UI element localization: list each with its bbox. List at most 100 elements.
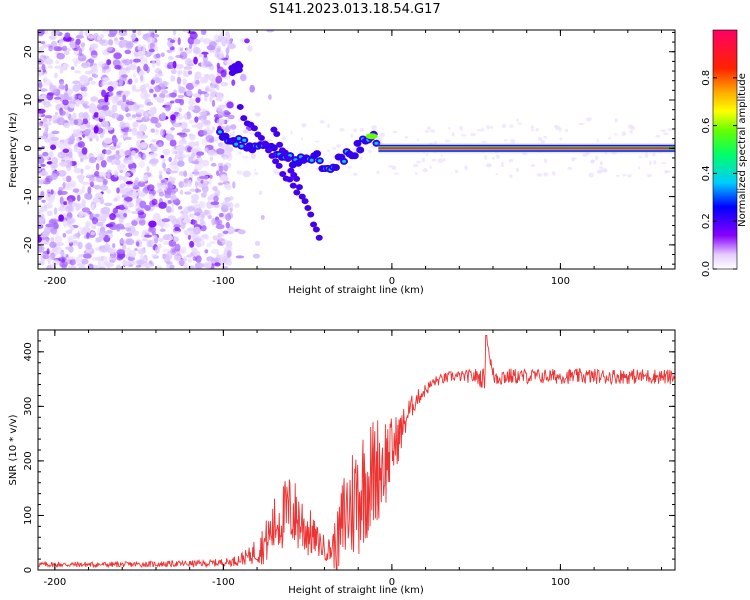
spectrogram-noise-blob: [124, 196, 133, 202]
spectrogram-noise-blob: [68, 151, 73, 158]
spectrogram-noise-blob: [216, 234, 222, 240]
spectrogram-noise-blob: [223, 164, 229, 172]
spectrogram-noise-blob: [38, 211, 41, 215]
spectrogram-noise-blob: [64, 160, 71, 168]
spectrogram-noise-blob: [53, 96, 61, 100]
spectrogram-noise-blob: [97, 153, 105, 161]
spectrogram-noise-blob: [161, 218, 170, 223]
spectrogram-noise-blob: [159, 92, 166, 99]
spectrogram-noise-blob: [134, 230, 139, 236]
spectrogram-noise-blob: [225, 213, 232, 221]
spectrogram-noise-blob: [193, 38, 201, 45]
spectrogram-noise-blob: [153, 34, 160, 38]
spectrogram-noise-blob: [376, 136, 382, 140]
spectrogram-noise-blob: [153, 93, 157, 98]
spectrogram-noise-blob: [70, 118, 74, 122]
spectrogram-noise-blob: [125, 238, 135, 246]
spectrogram-noise-blob: [147, 86, 155, 90]
spectrogram-noise-blob: [638, 156, 643, 159]
spectrogram-ridge-blob: [218, 130, 222, 134]
spectrogram-noise-blob: [132, 121, 139, 128]
spectrogram-noise-blob: [461, 134, 467, 137]
spectrogram-noise-blob: [58, 40, 63, 47]
spectrogram-y-axis-label: Frequency (Hz): [8, 112, 19, 188]
spectrogram-noise-blob: [199, 218, 205, 227]
spectrogram-noise-blob: [503, 139, 508, 142]
spectrogram-noise-blob: [567, 166, 573, 170]
spectrogram-noise-blob: [43, 129, 48, 134]
spectrogram-noise-blob: [163, 168, 168, 172]
spectrogram-noise-blob: [124, 49, 132, 55]
spectrogram-noise-blob: [196, 151, 205, 156]
spectrogram-noise-blob: [156, 183, 161, 188]
spectrogram-noise-blob: [48, 117, 52, 122]
snr-y-tick-label: 200: [23, 451, 34, 470]
spectrogram-noise-blob: [119, 183, 126, 188]
spectrogram-noise-blob: [54, 65, 63, 69]
spectrogram-noise-blob: [416, 160, 422, 164]
spectrogram-noise-blob: [188, 105, 195, 111]
spectrogram-noise-blob: [163, 253, 170, 259]
spectrogram-noise-blob: [543, 158, 548, 164]
spectrogram-noise-blob: [71, 183, 75, 188]
spectrogram-noise-blob: [510, 139, 516, 144]
spectrogram-noise-blob: [67, 237, 73, 244]
spectrogram-noise-blob: [116, 210, 124, 215]
spectrogram-noise-blob: [350, 133, 354, 138]
snr-y-tick-label: 300: [23, 397, 34, 416]
spectrogram-noise-blob: [83, 105, 90, 109]
spectrogram-noise-blob: [603, 168, 608, 173]
spectrogram-noise-blob: [90, 66, 98, 73]
spectrogram-noise-blob: [176, 144, 185, 152]
spectrogram-noise-blob: [459, 125, 464, 131]
spectrogram-noise-blob: [117, 175, 124, 181]
spectrogram-noise-blob: [359, 127, 365, 132]
spectrogram-noise-blob: [46, 92, 54, 101]
spectrogram-noise-blob: [139, 84, 147, 92]
spectrogram-noise-blob: [176, 217, 183, 225]
spectrogram-noise-blob: [55, 60, 60, 65]
spectrogram-ridge-blob: [331, 164, 340, 172]
spectrogram-noise-blob: [198, 53, 203, 58]
spectrogram-noise-blob: [47, 65, 53, 69]
spectrogram-noise-blob: [218, 104, 226, 109]
spectrogram-noise-blob: [646, 173, 652, 178]
spectrogram-noise-blob: [56, 52, 65, 60]
spectrogram-noise-blob: [75, 34, 84, 39]
spectrogram-ridge-blob: [268, 152, 276, 159]
spectrogram-noise-blob: [192, 80, 201, 87]
spectrogram-noise-blob: [206, 204, 216, 208]
spectrogram-noise-blob: [90, 231, 96, 236]
spectrogram-noise-blob: [393, 172, 400, 175]
spectrogram-noise-blob: [154, 68, 162, 74]
spectrogram-noise-blob: [608, 136, 612, 140]
spectrogram-noise-blob: [339, 128, 345, 132]
spectrogram-noise-blob: [38, 69, 43, 77]
spectrogram-ridge-blob: [234, 142, 239, 146]
spectrogram-noise-blob: [44, 137, 52, 142]
spectrogram-noise-blob: [173, 157, 177, 165]
spectrogram-noise-blob: [150, 146, 158, 152]
spectrogram-noise-blob: [156, 97, 165, 104]
spectrogram-noise-blob: [427, 126, 431, 129]
spectrogram-noise-blob: [138, 212, 147, 219]
spectrogram-noise-blob: [94, 213, 100, 218]
spectrogram-noise-blob: [531, 128, 535, 132]
spectrogram-noise-blob: [127, 225, 136, 234]
spectrogram-noise-blob: [148, 30, 156, 34]
spectrogram-noise-blob: [150, 128, 156, 133]
spectrogram-noise-blob: [93, 184, 102, 190]
spectrogram-noise-blob: [115, 150, 120, 155]
spectrogram-noise-blob: [167, 200, 172, 204]
spectrogram-noise-blob: [154, 131, 160, 135]
spectrogram-noise-blob: [138, 70, 145, 76]
spectrogram-noise-blob: [130, 210, 140, 215]
spectrogram-noise-blob: [108, 91, 114, 97]
spectrogram-carrier-line: [378, 147, 675, 150]
spectrogram-noise-blob: [65, 111, 69, 118]
spectrogram-noise-blob: [448, 126, 451, 130]
spectrogram-noise-blob: [45, 223, 55, 228]
spectrogram-noise-blob: [89, 174, 94, 180]
spectrogram-noise-blob: [62, 148, 70, 153]
